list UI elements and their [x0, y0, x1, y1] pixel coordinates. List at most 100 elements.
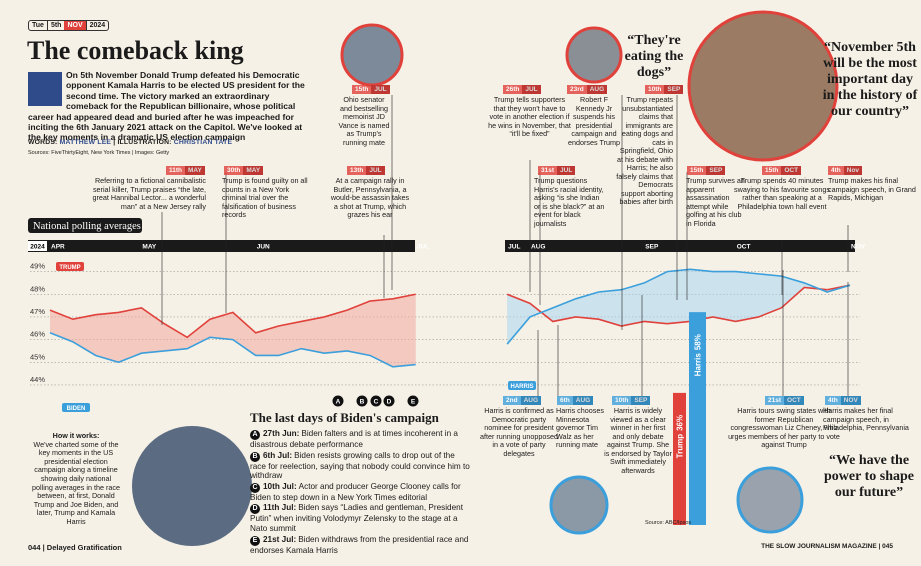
tag-day: 21st — [765, 396, 785, 405]
tag-day: 11th — [166, 166, 186, 175]
bar-label: Harris 58% — [694, 334, 703, 376]
poll-source: Source: ABC/Ipsos — [645, 520, 692, 526]
item-date: 10th Jul: — [263, 481, 297, 491]
event-letter: E — [411, 399, 416, 406]
credit: MATTHEW LEE — [59, 139, 112, 146]
tag-day: 2nd — [503, 396, 521, 405]
credits: WORDS: MATTHEW LEE | ILLUSTRATION: CHRIS… — [28, 139, 233, 146]
timeline-strip — [505, 240, 855, 252]
date-tag: 30th MAY — [224, 166, 264, 175]
tag-month: AUG — [572, 396, 594, 405]
photo — [687, 10, 839, 162]
legend-label: TRUMP — [59, 265, 80, 271]
credit-label: ILLUSTRATION: — [117, 139, 172, 146]
x-tick-label: MAY — [142, 244, 157, 251]
quote: “November 5th will be the most important… — [822, 40, 918, 119]
date-tag: 21st OCT — [765, 396, 804, 405]
weekday: Tue — [32, 22, 44, 29]
tag-day: 26th — [503, 85, 523, 94]
date-tag: 26th JUL — [503, 85, 541, 94]
tag-day: 4th — [825, 396, 841, 405]
date-tag: 11th MAY — [166, 166, 205, 175]
callout-text: Ohio senator and bestselling memoirist J… — [338, 95, 390, 147]
event-marker — [356, 395, 368, 407]
item-text: Biden withdraws from the presidential ra… — [250, 534, 469, 555]
logo — [28, 72, 62, 106]
bar-value: 58% — [694, 334, 703, 350]
callout-text: Harris is widely viewed as a clear winne… — [604, 406, 672, 475]
item-date: 6th Jul: — [263, 450, 293, 460]
page-number: 045 — [882, 543, 893, 550]
bar — [689, 312, 706, 525]
chart-title-box — [28, 218, 142, 233]
logo-space — [28, 70, 66, 104]
callout-text: Trump tells supporters that they won't h… — [488, 95, 571, 138]
legend-tag — [56, 262, 84, 271]
bar — [673, 392, 686, 525]
date-tag: 2nd AUG — [503, 396, 542, 405]
photo — [340, 23, 404, 87]
callout-text: Trump is found guilty on all counts in a… — [222, 176, 308, 219]
date-pill: Tue 5th NOV 2024 — [28, 20, 110, 31]
tag-month: MAY — [243, 166, 264, 175]
series-line — [49, 284, 851, 339]
tag-month: MAY — [185, 166, 205, 175]
item-date: 27th Jun: — [263, 429, 300, 438]
tag-month: SEP — [706, 166, 726, 175]
page-number: 044 — [28, 543, 41, 552]
callout-text: Harris chooses Minnesota governor Tim Wa… — [556, 406, 604, 449]
lead-shading — [507, 269, 850, 345]
event-letter: D — [387, 399, 392, 406]
date-tag: 13th JUL — [347, 166, 385, 175]
tag-month: Nov — [843, 166, 863, 175]
tag-day: 31st — [538, 166, 558, 175]
month: NOV — [64, 21, 86, 30]
item-letter: E — [250, 535, 260, 546]
series-line — [49, 332, 416, 368]
tag-day: 13th — [347, 166, 367, 175]
tag-month: OCT — [784, 396, 804, 405]
lead-shading — [50, 294, 416, 367]
item-text: Biden says “Ladies and gentleman, Presid… — [250, 503, 463, 533]
tag-day: 15th — [687, 166, 707, 175]
date-tag: 10th SEP — [645, 85, 684, 94]
sources: Sources: FiveThirtyEight, New York Times… — [28, 150, 170, 156]
date-tag: 31st JUL — [538, 166, 576, 175]
event-marker — [407, 395, 419, 407]
tag-day: 10th — [612, 396, 632, 405]
tag-month: AUG — [520, 396, 542, 405]
date-tag: 10th SEP — [612, 396, 651, 405]
credit-label: WORDS: — [28, 139, 58, 146]
legend-label: BIDEN — [67, 406, 86, 412]
callout-text: Robert F Kennedy Jr suspends his preside… — [568, 95, 620, 147]
date-tag: 15th SEP — [687, 166, 726, 175]
tag-day: 10th — [645, 85, 665, 94]
tag-day: 30th — [224, 166, 244, 175]
tag-month: SEP — [631, 396, 651, 405]
date-tag: 6th AUG — [557, 396, 594, 405]
magazine: THE SLOW JOURNALISM MAGAZINE — [761, 543, 877, 550]
item-date: 21st Jul: — [263, 534, 297, 544]
legend-tag — [62, 403, 90, 412]
tag-month: NOV — [840, 396, 861, 405]
bar-name: Trump — [676, 434, 685, 459]
tag-day: 15th — [352, 85, 372, 94]
callout-text: At a campaign rally in Butler, Pennsylva… — [330, 176, 410, 219]
date-tag: 23rd AUG — [567, 85, 608, 94]
biden-item: B 6th Jul: Biden resists growing calls to … — [250, 451, 472, 481]
y-tick-label: 47% — [30, 307, 45, 316]
year-label: 2024 — [30, 244, 45, 251]
credit: CHRISTIAN TATE — [173, 139, 233, 146]
chart-title: National polling averages — [33, 221, 141, 232]
item-date: 11th Jul: — [263, 503, 297, 513]
photo — [565, 26, 623, 84]
series-line — [506, 268, 851, 345]
title: The comeback king — [27, 36, 244, 65]
legend-label: HARRIS — [510, 384, 533, 390]
magazine: Delayed Gratification — [46, 543, 122, 552]
photo — [736, 466, 804, 534]
tag-day: 6th — [557, 396, 573, 405]
tag-month: AUG — [586, 85, 608, 94]
year-box — [28, 241, 47, 251]
